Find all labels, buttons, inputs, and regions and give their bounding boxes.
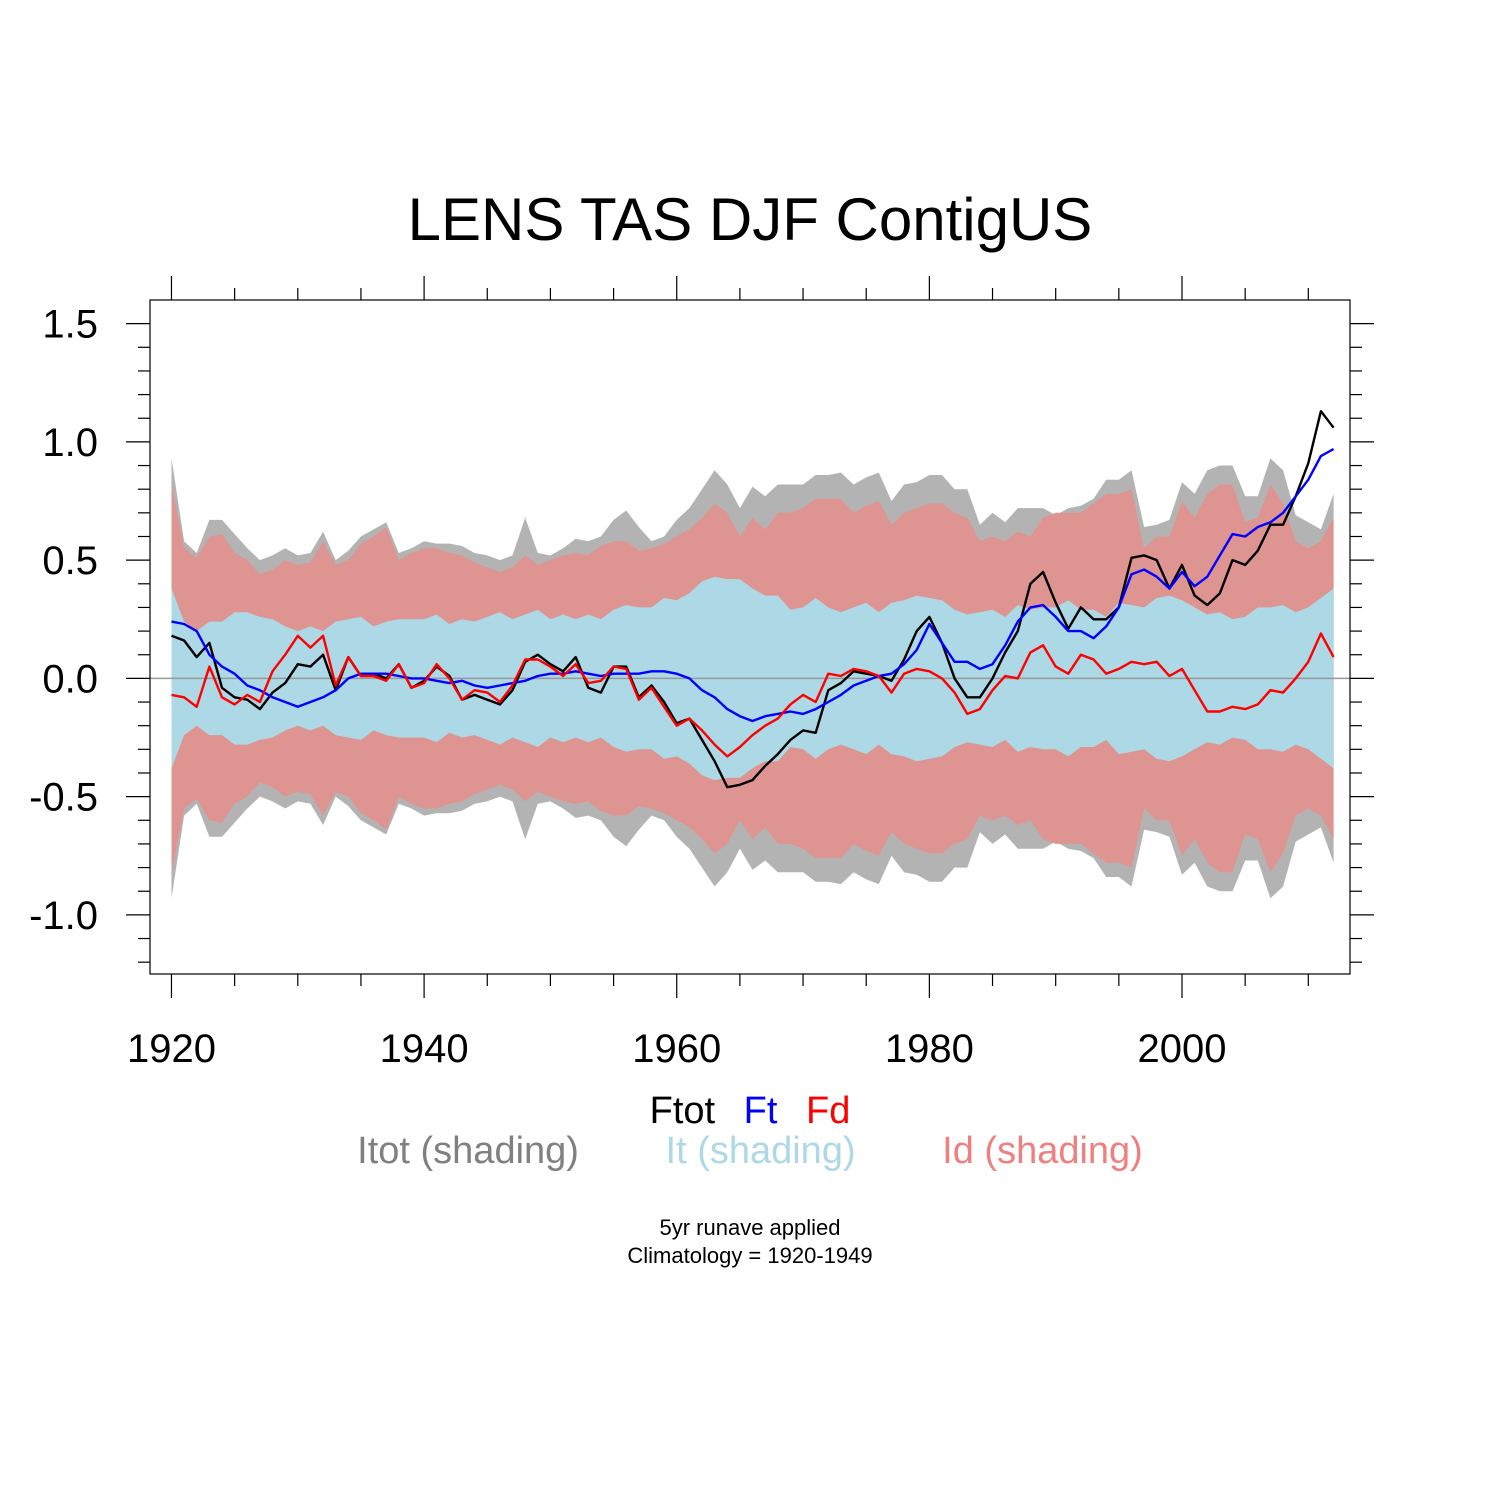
footnote: 5yr runave applied Climatology = 1920-19… (0, 1214, 1500, 1270)
footnote-line-1: 5yr runave applied (659, 1215, 841, 1240)
x-tick-label: 1960 (632, 1027, 721, 1071)
axes: 1920 1940 1960 1980 2000 -1.0 -0.5 0.0 0.5 1.0 1.5 (29, 276, 1374, 1071)
legend-item-fd: Fd (806, 1090, 851, 1132)
x-tick-label: 1920 (127, 1027, 216, 1071)
series-line-fd (171, 632, 1335, 758)
footnote-line-2: Climatology = 1920-1949 (627, 1243, 873, 1268)
series-line-ft (171, 447, 1335, 723)
y-tick-label: 0.5 (42, 539, 98, 583)
legend-item-ftot: Ftot (649, 1090, 716, 1132)
plot-area (150, 410, 1350, 899)
x-tick-label: 2000 (1138, 1027, 1227, 1071)
x-tick-label: 1940 (380, 1027, 469, 1071)
plot-frame (149, 299, 1351, 975)
legend-item-ft: Ft (743, 1090, 778, 1132)
y-tick-label: 0.0 (42, 657, 98, 701)
x-tick-label: 1980 (885, 1027, 974, 1071)
y-tick-label: -1.0 (29, 894, 98, 938)
legend-item-id: Id (shading) (942, 1130, 1143, 1172)
legend-shading: Itot (shading) It (shading) Id (shading) (0, 1130, 1500, 1173)
legend-item-it: It (shading) (665, 1130, 856, 1172)
chart-title: LENS TAS DJF ContigUS (408, 186, 1093, 253)
y-tick-label: 1.0 (42, 421, 98, 465)
y-tick-label: -0.5 (29, 776, 98, 820)
legend-lines: Ftot Ft Fd (0, 1090, 1500, 1133)
y-tick-label: 1.5 (42, 303, 98, 347)
legend-item-itot: Itot (shading) (357, 1130, 579, 1172)
